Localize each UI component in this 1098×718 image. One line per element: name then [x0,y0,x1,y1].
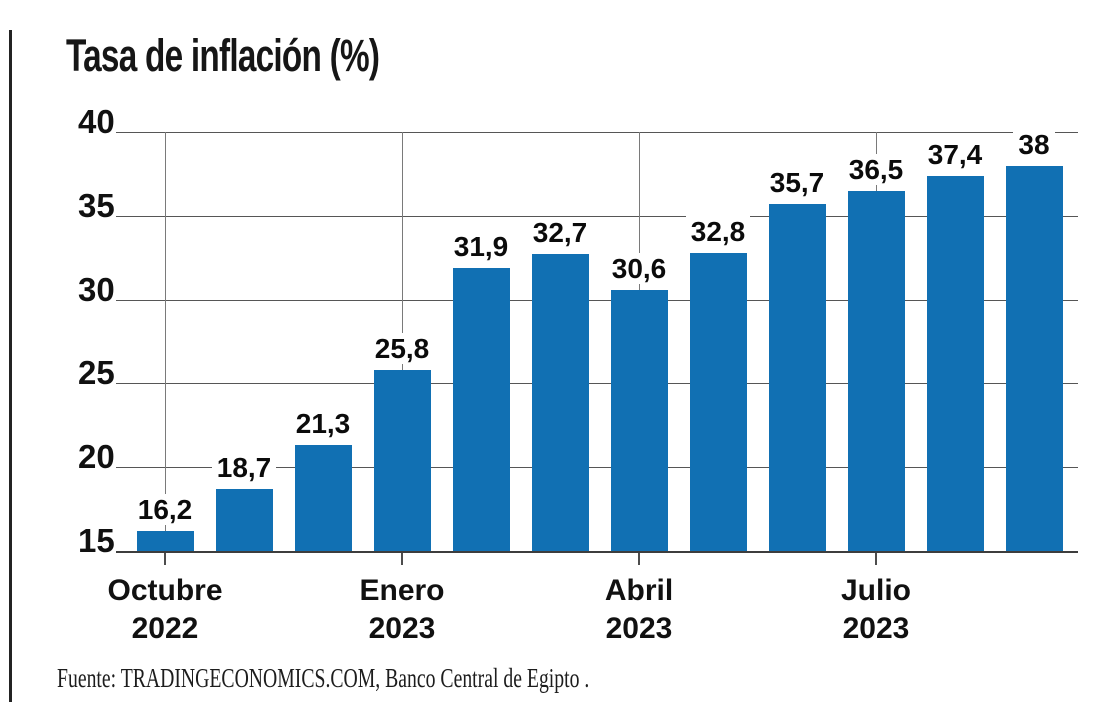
y-gridline [116,467,1078,468]
bar-value-text: 31,9 [448,231,514,262]
bar-value-text: 32,8 [685,216,751,247]
bar-value-text: 36,5 [843,154,909,185]
bar-value-text: 32,7 [527,217,593,248]
bar-value-label: 37,4 [895,139,1015,170]
x-axis-tick-label: Julio 2023 [786,572,966,648]
y-gridline [116,300,1078,301]
y-axis-tick-label: 20 [78,438,115,475]
source-attribution: Fuente: TRADINGECONOMICS.COM, Banco Cent… [57,663,590,693]
y-gridline [116,132,1078,133]
x-axis-tick-label-line: 2022 [131,612,199,645]
x-axis-tick-label-line: Julio [840,574,911,607]
bar-value-label: 35,7 [737,167,857,198]
x-axis-tick-label-line: 2023 [368,612,436,645]
bar-value-text: 35,7 [764,167,830,198]
bar [1006,166,1063,551]
x-axis-tick-label-line: Abril [604,574,674,607]
x-axis-tick-label-line: 2023 [605,612,673,645]
bar-value-label: 38 [974,129,1094,160]
bar-value-text: 18,7 [211,452,277,483]
y-axis-tick-label: 30 [78,271,115,308]
bar-value-text: 30,6 [606,253,672,284]
y-gridline [116,216,1078,217]
x-axis-tick-label: Enero 2023 [312,572,492,648]
x-axis-tick [875,551,877,565]
y-axis-tick-label: 15 [78,522,115,559]
bar [532,254,589,551]
bar-value-label: 30,6 [579,253,699,284]
bar-value-label: 32,7 [500,217,620,248]
bar-value-label: 16,2 [105,494,225,525]
bar [374,370,431,551]
bar-value-label: 25,8 [342,333,462,364]
x-axis-tick [638,551,640,565]
bar-value-label: 31,9 [421,231,541,262]
bar [690,253,747,551]
x-axis-tick-label-line: Octubre [107,574,223,607]
y-gridline [116,383,1078,384]
bar [295,445,352,551]
bar-value-label: 36,5 [816,154,936,185]
bar-value-label: 21,3 [263,408,383,439]
bar-value-label: 18,7 [184,452,304,483]
x-axis-tick-label-line: Enero [359,574,445,607]
x-axis-tick [401,551,403,565]
x-axis-tick-label-line: 2023 [842,612,910,645]
bar [848,191,905,551]
bar-value-text: 37,4 [922,139,988,170]
bar [137,531,194,551]
chart-title: Tasa de inflación (%) [66,30,380,81]
x-axis-line [116,551,1078,553]
x-axis-tick-label: Abril 2023 [549,572,729,648]
bar [927,176,984,551]
bar-value-text: 38 [1013,129,1055,160]
y-axis-tick-label: 40 [78,103,115,140]
y-axis-tick-label: 25 [78,354,115,391]
left-accent-rule [9,30,12,702]
bar-value-text: 25,8 [369,333,435,364]
y-axis-tick-label: 35 [78,187,115,224]
x-axis-tick-label: Octubre 2022 [75,572,255,648]
x-gridline [165,132,166,551]
bar-value-text: 21,3 [290,408,356,439]
x-axis-tick [164,551,166,565]
bar-value-text: 16,2 [132,494,198,525]
bar [611,290,668,551]
bar [769,204,826,551]
bar-value-label: 32,8 [658,216,778,247]
bar [453,268,510,551]
bar [216,489,273,551]
